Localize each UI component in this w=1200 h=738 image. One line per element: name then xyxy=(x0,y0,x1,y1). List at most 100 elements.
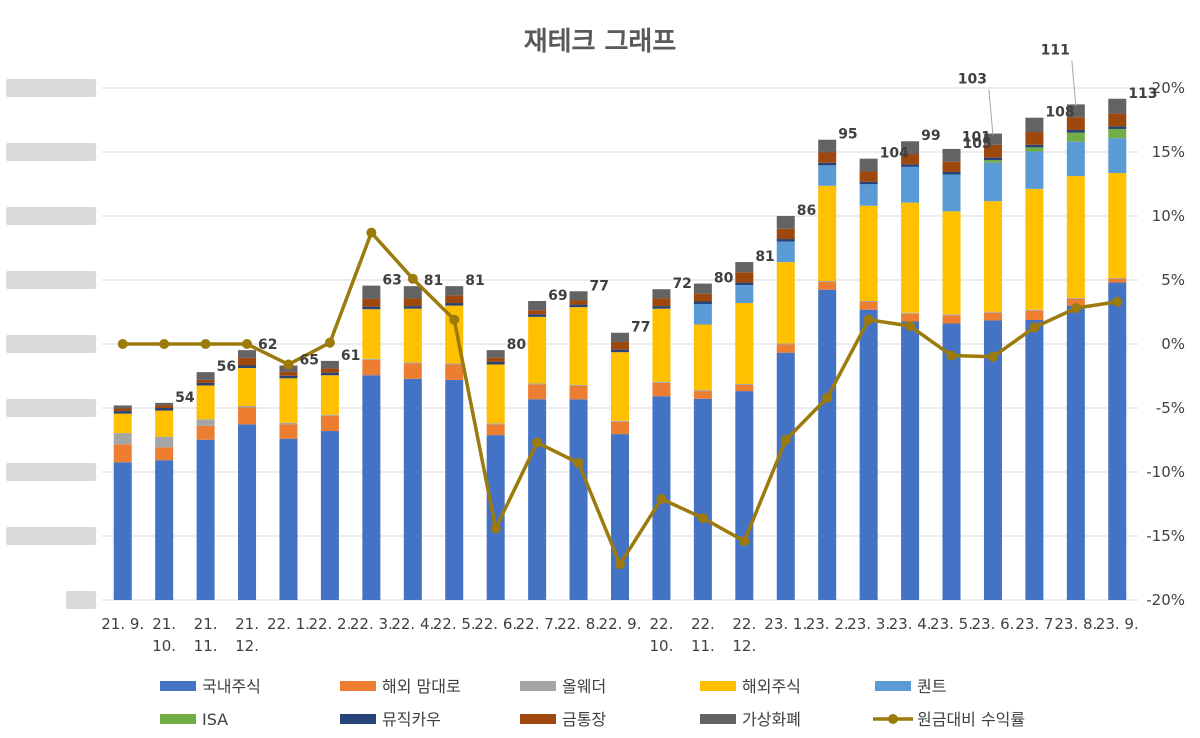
bar-segment xyxy=(818,282,837,290)
bar-segment xyxy=(113,408,132,412)
bar-segment xyxy=(155,460,174,600)
bar-segment xyxy=(652,308,671,382)
bar-segment xyxy=(859,302,878,310)
return-point xyxy=(946,350,957,361)
legend-swatch xyxy=(160,714,196,724)
bar-segment xyxy=(238,424,257,600)
data-label: 69 xyxy=(548,288,567,304)
bar-segment xyxy=(196,419,215,426)
legend-swatch xyxy=(700,681,736,691)
x-tick-label: 22. 3. xyxy=(350,615,393,633)
bar-segment xyxy=(983,162,1002,202)
bar-segment xyxy=(735,384,754,392)
bar-segment xyxy=(611,352,629,421)
obscured-left-tick xyxy=(6,335,96,353)
bar-segment xyxy=(238,405,257,408)
bar-segment xyxy=(776,343,795,345)
legend-label: 원금대비 수익률 xyxy=(917,710,1025,729)
bar-segment xyxy=(238,350,257,358)
bar-segment xyxy=(818,165,837,186)
bar-segment xyxy=(901,313,920,322)
bar-segment xyxy=(362,375,381,600)
data-label: 61 xyxy=(341,348,360,364)
bar-segment xyxy=(1108,277,1127,279)
chart-title: 재테크 그래프 xyxy=(524,27,677,57)
x-tick-label: 23. 9. xyxy=(1096,615,1139,633)
legend-label: 퀀트 xyxy=(917,677,946,696)
data-labels: 54 56 62 65 61 63 81 81 80 69 77 77 72 80 81 86 95 104 99 1… xyxy=(175,42,1157,405)
x-tick-label: 23. 2. xyxy=(806,615,849,633)
bar-segment xyxy=(859,300,878,303)
bar-segment xyxy=(403,298,422,307)
bar-segment xyxy=(486,423,505,425)
bar-segment xyxy=(818,152,837,163)
bar-segment xyxy=(445,379,464,600)
bar-segment xyxy=(693,283,712,294)
bar-segment xyxy=(776,262,795,344)
bar-segment xyxy=(611,421,629,435)
bar-segment xyxy=(942,174,961,212)
bar-segment xyxy=(942,211,961,315)
left-axis-obscured-ticks xyxy=(6,79,96,609)
obscured-left-tick xyxy=(6,79,96,97)
x-tick-label: 23. 1. xyxy=(764,615,807,633)
bar-segment xyxy=(279,422,298,425)
return-point xyxy=(366,227,377,238)
bar-segment xyxy=(652,298,671,307)
bar-segment xyxy=(776,352,795,600)
legend-label: 해외 맘대로 xyxy=(382,677,461,696)
x-tick-label: 22. 2. xyxy=(308,615,351,633)
data-label: 86 xyxy=(797,203,816,219)
bar-segment xyxy=(320,372,339,376)
bar-segment xyxy=(362,298,381,307)
return-point xyxy=(324,337,335,348)
data-label: 113 xyxy=(1128,86,1157,102)
data-label: 101 xyxy=(962,130,991,146)
data-label: 62 xyxy=(258,337,277,353)
x-tick-label: 21. 9. xyxy=(101,615,144,633)
bar-segment xyxy=(735,383,754,385)
bar-segment xyxy=(113,444,132,463)
bar-segment xyxy=(445,303,464,306)
bar-segment xyxy=(776,216,795,229)
bar-segment xyxy=(569,291,588,301)
return-point xyxy=(905,321,916,332)
bar-segment xyxy=(735,285,754,304)
bar-segment xyxy=(693,301,712,305)
bar-segment xyxy=(1108,98,1127,114)
legend: 국내주식 해외 맘대로 올웨더 해외주식 퀀트 ISA 뮤직카우 금통장 가상화폐 원금대비 수익… xyxy=(160,677,1025,729)
data-label: 80 xyxy=(714,271,734,287)
bar-segment xyxy=(155,408,174,411)
x-tick-label: 22. 6. xyxy=(474,615,517,633)
obscured-left-tick xyxy=(6,143,96,161)
bar-segment xyxy=(901,166,920,203)
bar-segment xyxy=(1025,144,1044,148)
x-tick-label: 22. 5. xyxy=(433,615,476,633)
bar-segment xyxy=(611,349,629,353)
bar-segment xyxy=(818,185,837,282)
bar-segment xyxy=(486,435,505,600)
data-label: 81 xyxy=(465,273,484,289)
x-tick-label: 22. 12. xyxy=(732,615,756,655)
return-point xyxy=(532,437,543,448)
data-label: 105 xyxy=(963,136,992,152)
bar-segment xyxy=(403,306,422,309)
bar-segment xyxy=(569,384,588,386)
bar-segment xyxy=(113,405,132,409)
bar-segment xyxy=(320,415,339,432)
right-tick-label: -20% xyxy=(1146,591,1185,609)
legend-swatch xyxy=(520,714,556,724)
legend-swatch xyxy=(875,681,911,691)
x-tick-label: 22. 9. xyxy=(599,615,642,633)
return-point xyxy=(283,359,294,370)
bar-segment xyxy=(735,262,754,273)
bar-segment xyxy=(652,381,671,383)
bar-segment xyxy=(983,144,1002,158)
x-tick-label: 23. 5. xyxy=(930,615,973,633)
leader-line xyxy=(988,89,994,136)
right-tick-label: 0% xyxy=(1161,335,1185,353)
bar-segment xyxy=(569,304,588,308)
bar-segment xyxy=(901,202,920,313)
bar-segment xyxy=(1108,278,1127,283)
x-tick-label: 22. 11. xyxy=(691,615,715,655)
